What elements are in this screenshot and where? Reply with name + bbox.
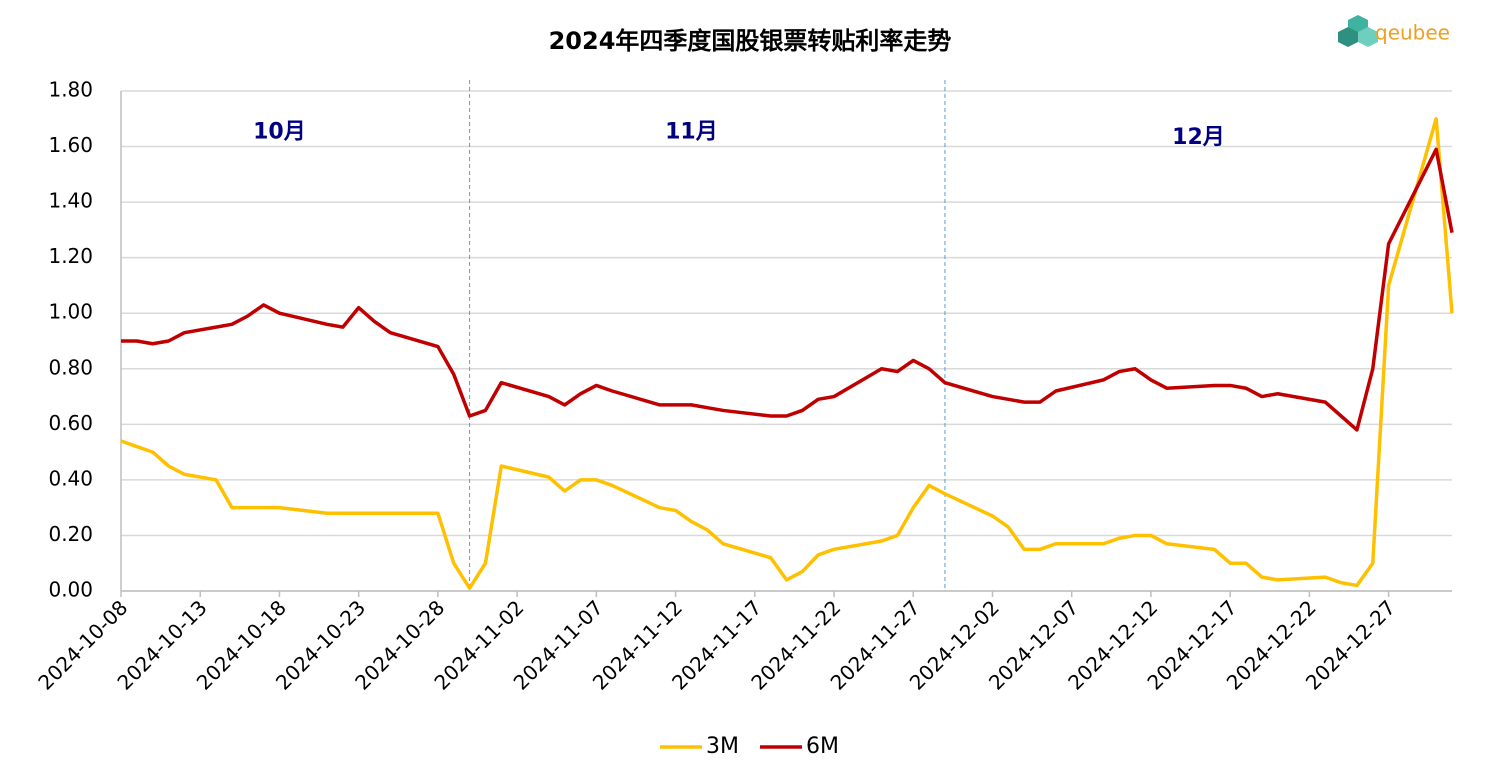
y-tick-label: 1.60 [48,133,93,157]
y-tick-label: 0.80 [48,355,93,379]
y-tick-label: 1.40 [48,189,93,213]
legend-label: 6M [806,734,839,759]
series-line [120,117,1454,590]
legend-label: 3M [706,734,739,759]
y-tick-label: 0.00 [48,578,93,602]
month-label: 12月 [1172,125,1225,150]
chart-title: 2024年四季度国股银票转贴利率走势 [549,27,952,55]
y-tick-label: 1.00 [48,300,93,324]
logo-text: qeubee [1375,21,1450,45]
y-tick-label: 0.60 [48,411,93,435]
logo-icon [1338,15,1378,47]
y-tick-label: 1.80 [48,78,93,102]
month-label: 10月 [253,120,306,145]
y-tick-label: 1.20 [48,244,93,268]
series-line [121,147,1454,432]
y-tick-label: 0.40 [48,466,93,490]
month-label: 11月 [665,120,718,145]
y-tick-label: 0.20 [48,522,93,546]
